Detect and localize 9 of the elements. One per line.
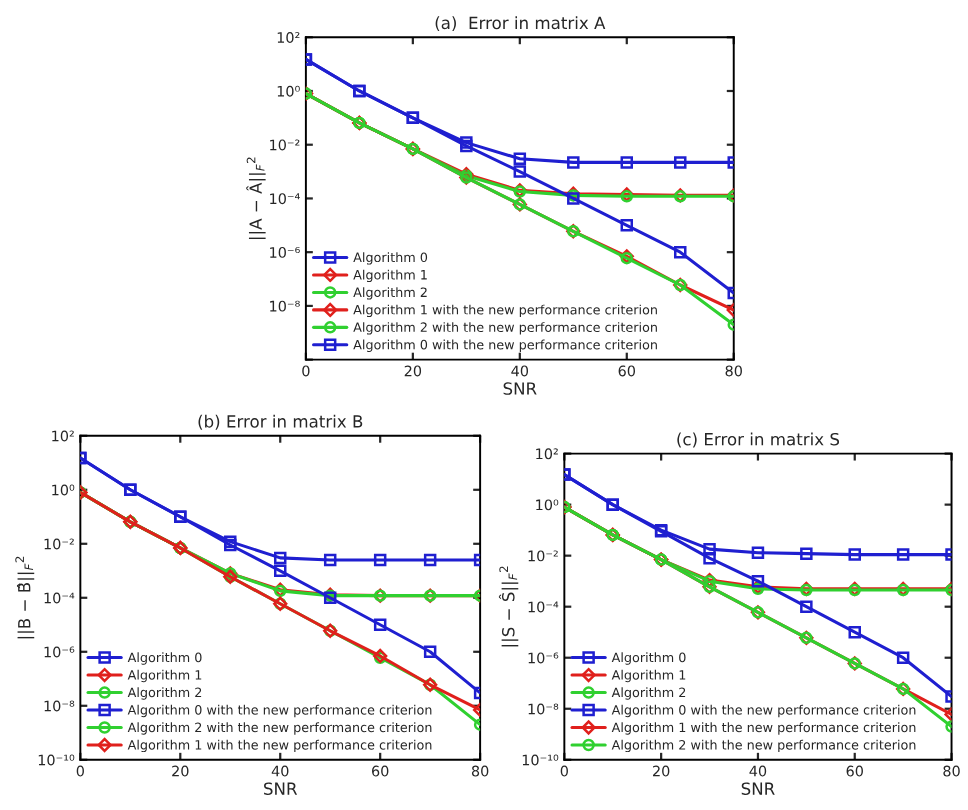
x-axis-title: SNR <box>741 782 775 795</box>
x-axis-title: SNR <box>503 382 537 395</box>
chart-title: (b) Error in matrix B <box>198 414 363 430</box>
y-axis-title: ||S − Ŝ||$_{F}$$^{2}$ <box>498 566 519 647</box>
chart-title: (c) Error in matrix S <box>677 432 840 448</box>
chart-title: (a) Error in matrix A <box>435 16 606 32</box>
y-axis-title: ||B − B̂||$_{F}$$^{2}$ <box>15 556 35 639</box>
x-axis-title: SNR <box>264 782 298 795</box>
y-axis-title: ||A − Â||$_{F}$$^{2}$ <box>246 157 266 239</box>
